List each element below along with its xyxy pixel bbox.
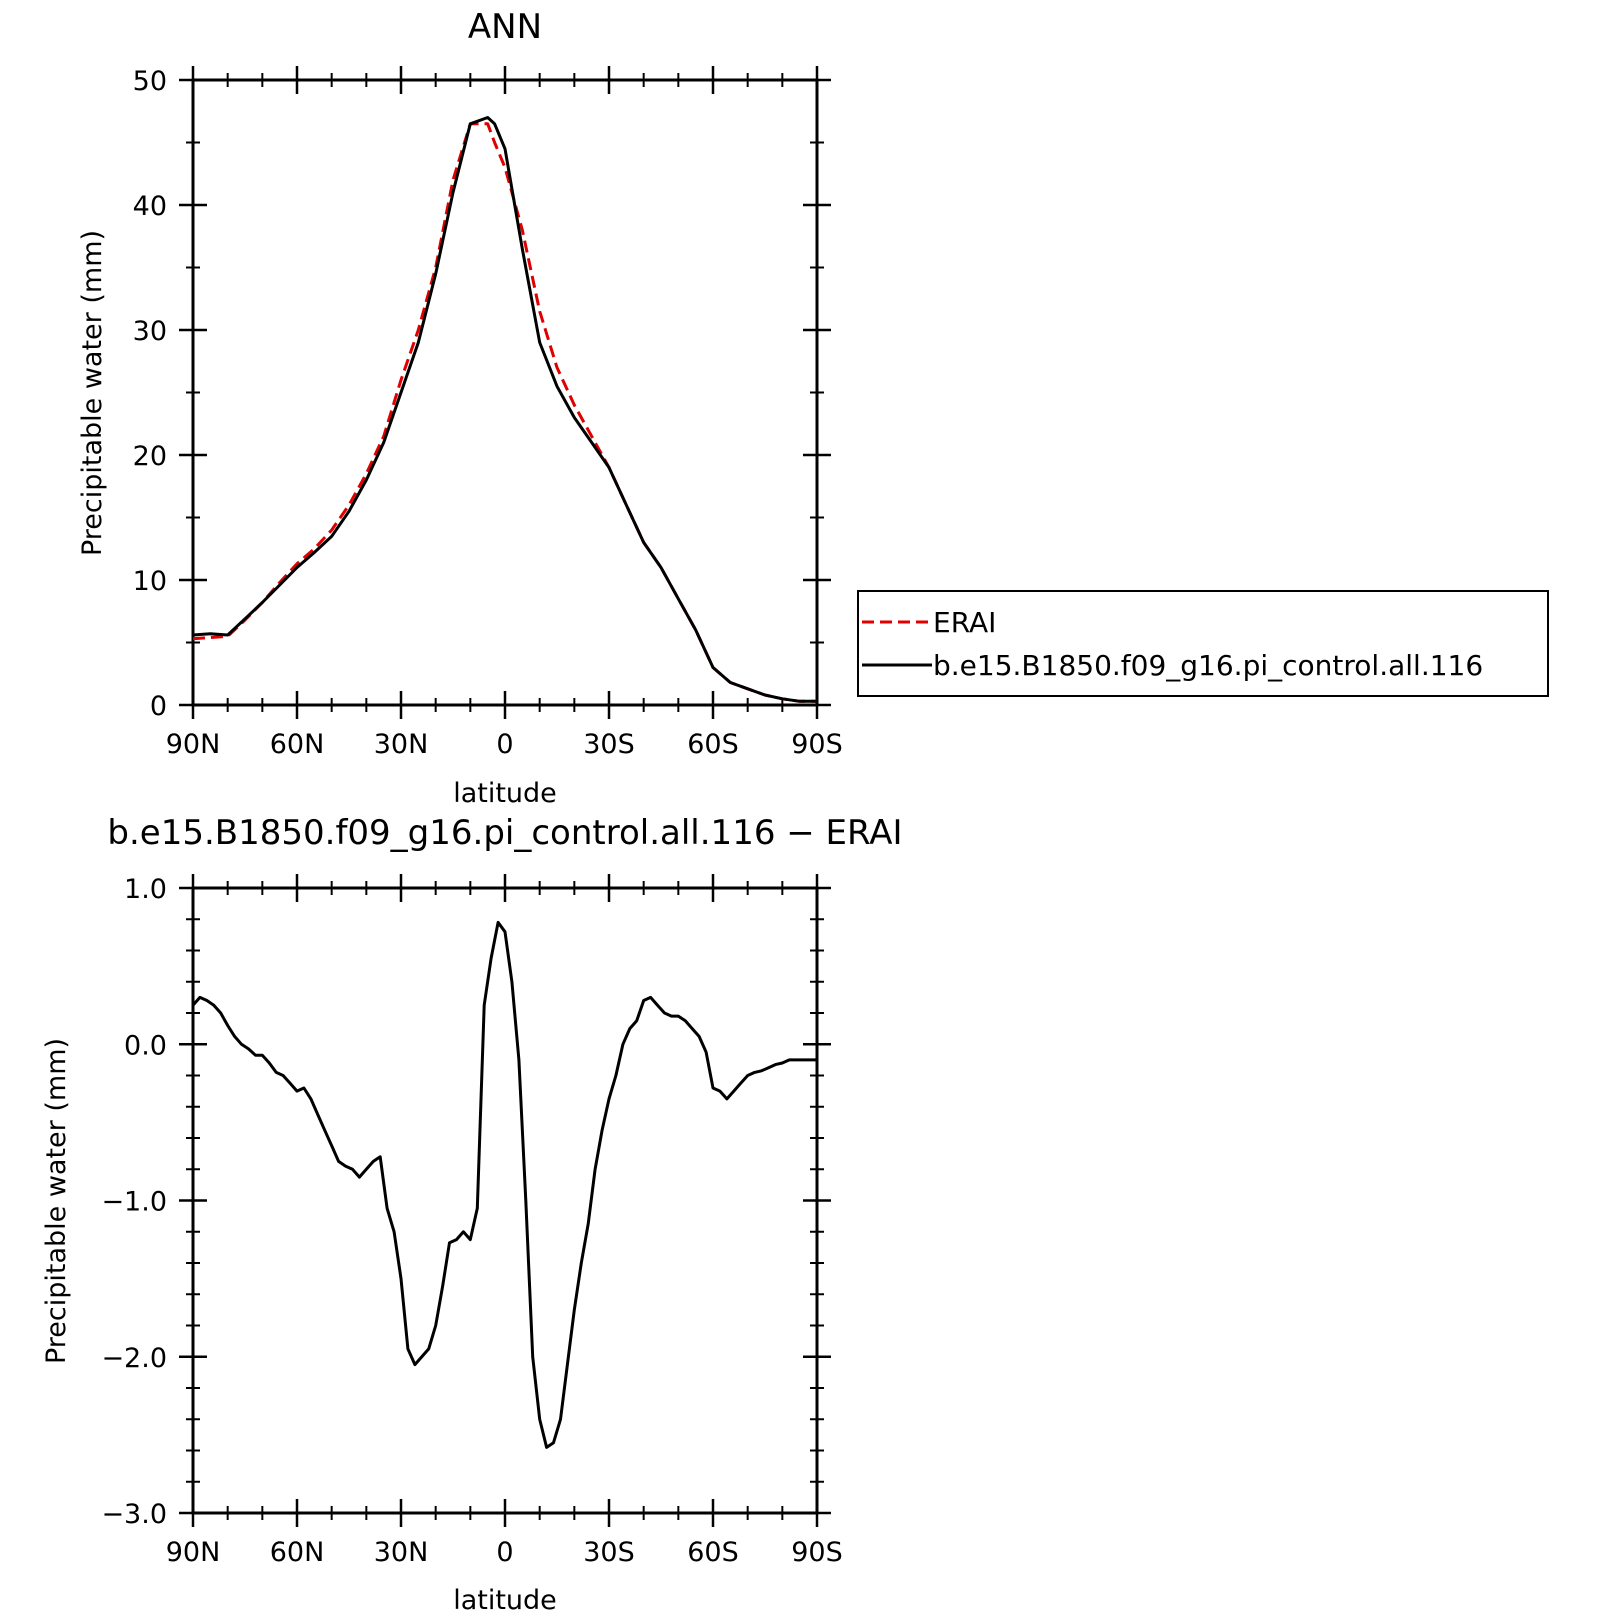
x-tick-label: 30N [374, 729, 429, 760]
y-tick-label: 40 [133, 191, 167, 222]
series-line-erai [192, 122, 817, 703]
y-tick-label: 20 [133, 441, 167, 472]
x-tick-label: 30S [583, 1537, 635, 1568]
x-axis-label: latitude [453, 1585, 557, 1616]
x-tick-label: 90N [166, 1537, 221, 1568]
x-tick-label: 60N [270, 1537, 325, 1568]
y-tick-label: 1.0 [124, 874, 167, 905]
x-tick-label: 60S [687, 729, 739, 760]
y-tick-label: −1.0 [101, 1187, 167, 1218]
x-tick-label: 60N [270, 729, 325, 760]
series-line-b-e15-b1850-f09-g16-pi-control-all-116 [192, 116, 817, 703]
x-tick-label: 90N [166, 729, 221, 760]
x-tick-label: 0 [496, 1537, 513, 1568]
series-lines [191, 920, 817, 1449]
x-tick-label: 30N [374, 1537, 429, 1568]
y-axis-label: Precipitable water (mm) [77, 230, 108, 556]
tick-labels: 90N 60N 30N 0 30S 60S 90S 0 10 20 30 40 50 [133, 66, 843, 760]
legend: ERAI b.e15.B1850.f09_g16.pi_control.all.… [857, 590, 1549, 697]
annual-mean-panel: ANN 90N 60N 30N 0 30S 60S 90S 0 10 20 30 40 50 latit… [77, 7, 1549, 809]
x-tick-label: 90S [791, 1537, 843, 1568]
y-tick-label: 0 [150, 691, 167, 722]
x-tick-label: 0 [496, 729, 513, 760]
legend-label-erai: ERAI [933, 606, 996, 639]
difference-panel: b.e15.B1850.f09_g16.pi_control.all.116 −… [41, 813, 903, 1616]
y-tick-label: −2.0 [101, 1343, 167, 1374]
series-line-difference [191, 920, 817, 1449]
plot-frame [191, 78, 819, 707]
y-tick-label: 50 [133, 66, 167, 97]
plot-frame [191, 886, 819, 1515]
x-tick-label: 90S [791, 729, 843, 760]
axis-ticks [179, 874, 831, 1527]
series-lines [192, 116, 817, 703]
y-tick-label: −3.0 [101, 1499, 167, 1530]
tick-labels: 90N 60N 30N 0 30S 60S 90S 1.0 0.0 −1.0 −2.0 −3.0 [101, 874, 842, 1568]
legend-label-model: b.e15.B1850.f09_g16.pi_control.all.116 [933, 649, 1483, 682]
y-tick-label: 30 [133, 316, 167, 347]
legend-frame [857, 590, 1549, 697]
y-tick-label: 10 [133, 566, 167, 597]
x-axis-label: latitude [453, 778, 557, 809]
y-axis-label: Precipitable water (mm) [41, 1038, 72, 1364]
panel-title: b.e15.B1850.f09_g16.pi_control.all.116 −… [107, 813, 902, 853]
axis-ticks [179, 66, 831, 719]
y-tick-label: 0.0 [124, 1030, 167, 1061]
panel-title: ANN [468, 7, 542, 47]
x-tick-label: 30S [583, 729, 635, 760]
x-tick-label: 60S [687, 1537, 739, 1568]
